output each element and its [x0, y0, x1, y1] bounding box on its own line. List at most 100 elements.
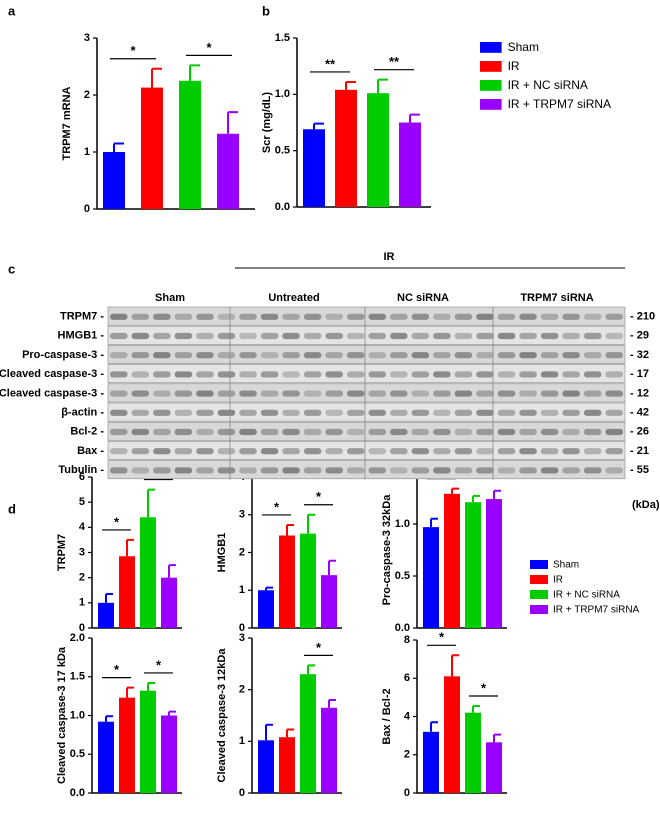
blot-band	[605, 428, 623, 436]
blot-band	[196, 352, 214, 359]
bar	[444, 493, 460, 628]
blot-band	[540, 371, 559, 378]
blot-band	[519, 448, 537, 455]
blot-band	[346, 332, 365, 340]
bar	[98, 721, 114, 793]
blot-band	[131, 352, 150, 359]
y-tick-label: 3	[239, 509, 245, 521]
blot-band	[411, 467, 430, 474]
bar	[279, 737, 295, 793]
blot-band	[174, 448, 193, 455]
blot-band	[411, 409, 430, 416]
blot-band	[153, 332, 171, 340]
blot-band	[131, 332, 150, 340]
blot-band	[497, 332, 516, 340]
blot-row-label: TRPM7 -	[60, 311, 104, 323]
blot-band	[390, 409, 408, 416]
blot-band	[562, 313, 580, 320]
blot-band	[583, 390, 602, 397]
blot-band	[346, 313, 365, 320]
bar	[140, 690, 156, 793]
blot-band	[239, 448, 257, 455]
legend-label: IR + TRPM7 siRNA	[553, 605, 640, 616]
blot-kda: - 26	[630, 426, 649, 438]
significance-label: *	[274, 499, 280, 514]
blot-band	[411, 313, 430, 320]
y-tick-label: 0	[84, 203, 90, 215]
bar	[423, 527, 439, 628]
error-bar	[307, 664, 315, 675]
blot-band	[540, 352, 559, 359]
blot-band	[562, 467, 580, 474]
blot-band	[497, 467, 516, 474]
blot-band	[174, 428, 193, 436]
legend-swatch	[530, 575, 548, 584]
bar	[258, 740, 274, 793]
blot-band	[217, 313, 236, 320]
legend-label: IR	[508, 59, 520, 73]
blot-band	[346, 371, 365, 378]
blot-band	[519, 371, 537, 378]
blot-band	[519, 313, 537, 320]
bar	[486, 499, 502, 628]
y-axis-label: Cleaved caspase-3 12kDa	[216, 648, 228, 783]
blot-band	[497, 428, 516, 436]
blot-band	[153, 313, 171, 320]
blot-band	[454, 428, 473, 436]
blot-band	[454, 448, 473, 455]
blot-row-label: β-actin -	[61, 407, 104, 419]
blot-band	[110, 371, 128, 378]
blot-strip	[107, 325, 626, 345]
blot-band	[174, 332, 193, 340]
y-tick-label: 6	[79, 471, 85, 483]
blot-kda: - 12	[630, 387, 649, 399]
error-bar	[451, 654, 459, 677]
blot-band	[346, 390, 365, 397]
legend-swatch	[530, 560, 548, 569]
blot-band	[260, 390, 279, 397]
y-axis-label: HMGB1	[216, 533, 228, 573]
blot-band	[390, 390, 408, 397]
blot-band	[217, 390, 236, 397]
significance-label: *	[114, 662, 120, 677]
y-tick-label: 2	[239, 684, 245, 696]
bar	[335, 89, 357, 207]
significance-label: *	[206, 40, 212, 55]
y-tick-label: 0	[79, 622, 85, 634]
blot-band	[239, 352, 257, 359]
blot-band	[217, 332, 236, 340]
bar	[141, 87, 163, 209]
y-tick-label: 1	[79, 597, 85, 609]
blot-kda: - 55	[630, 464, 649, 476]
error-bar	[189, 64, 200, 81]
blot-band	[260, 428, 279, 436]
blot-band	[476, 332, 494, 340]
legend-swatch	[480, 42, 502, 53]
y-tick-label: 0.5	[70, 748, 85, 760]
blot-band	[325, 448, 343, 455]
blot-band	[540, 409, 559, 416]
error-bar	[265, 586, 273, 591]
blot-band	[562, 371, 580, 378]
bar	[98, 602, 114, 628]
bar	[119, 697, 135, 793]
blot-band	[174, 352, 193, 359]
blot-band	[583, 371, 602, 378]
error-bar	[147, 681, 155, 691]
blot-band	[131, 390, 150, 397]
blot-band	[562, 390, 580, 397]
y-tick-label: 1.0	[70, 709, 85, 721]
blot-band	[562, 352, 580, 359]
blot-band	[497, 313, 516, 320]
blot-band	[540, 313, 559, 320]
blot-band	[196, 409, 214, 416]
legend-swatch	[480, 99, 502, 110]
y-tick-label: 6	[404, 672, 410, 684]
blot-band	[217, 409, 236, 416]
blot-band	[260, 448, 279, 455]
blot-band	[110, 352, 128, 359]
blot-band	[390, 371, 408, 378]
blot-band	[390, 467, 408, 474]
blot-band	[368, 467, 387, 474]
